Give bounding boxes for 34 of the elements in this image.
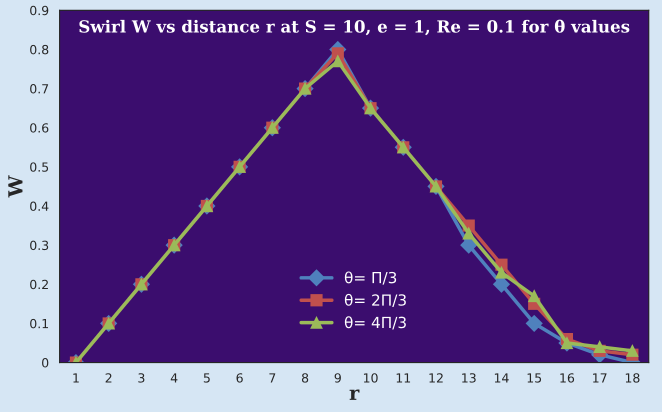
x-tick-label: 1 [73,373,79,382]
x-tick-label: 15 [528,373,542,383]
y-tick-label: 0 [42,358,48,368]
x-tick-label: 9 [334,373,341,383]
x-tick-label: 12 [429,373,443,382]
x-tick-label: 16 [560,373,574,383]
x-tick-label: 2 [106,373,112,382]
x-tick-label: 14 [494,373,509,382]
y-tick-label: 0.2 [30,280,48,290]
y-tick-label: 0.7 [30,84,48,94]
x-tick-label: 8 [302,373,308,383]
y-tick-label: 0.9 [30,6,48,16]
x-tick-label: 17 [593,373,607,382]
y-tick-label: 0.3 [30,240,48,250]
x-axis-title: r [350,389,360,400]
legend-label: θ= 4Π/3 [344,316,406,330]
text: Swirl W vs distance r at S = 10, e = 1, Re = 0.1 for θ values [79,20,630,36]
x-tick-label: 18 [626,373,640,383]
y-tick-label: 0.5 [30,162,48,172]
x-tick-label: 6 [236,373,243,383]
y-tick-label: 0.6 [30,123,48,133]
y-axis-title: W [8,175,22,198]
y-tick-label: 0.4 [30,201,48,211]
x-tick-label: 10 [364,373,378,383]
x-tick-label: 7 [269,373,276,382]
x-tick-label: 5 [204,373,210,383]
x-tick-label: 11 [396,373,410,382]
y-tick-label: 0.8 [30,44,48,54]
legend-label: θ= Π/3 [344,271,396,285]
x-tick-label: 4 [170,373,178,382]
legend-label: θ= 2Π/3 [344,294,406,308]
x-tick-label: 13 [462,373,476,383]
y-tick-label: 0.1 [30,318,48,328]
x-tick-label: 3 [138,373,144,383]
